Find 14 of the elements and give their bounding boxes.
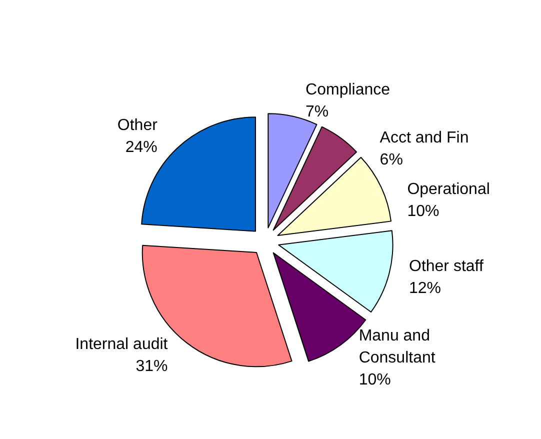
slice-label: Manu and Consultant: [358, 328, 436, 367]
slice-label: Operational: [407, 180, 490, 198]
data-label: 7%: [306, 103, 329, 120]
data-label: 24%: [125, 138, 158, 156]
slice-label: Other staff: [408, 258, 484, 275]
slice-label: Internal audit: [75, 336, 168, 353]
data-label: 31%: [136, 358, 168, 375]
data-label: 12%: [408, 280, 442, 297]
data-label: 10%: [407, 202, 440, 220]
slice-label: Acct and Fin: [380, 130, 469, 147]
data-label: 10%: [358, 372, 391, 389]
data-label: 6%: [380, 152, 403, 169]
slice-label: Compliance: [306, 81, 390, 98]
slice-label: Other: [117, 116, 158, 134]
